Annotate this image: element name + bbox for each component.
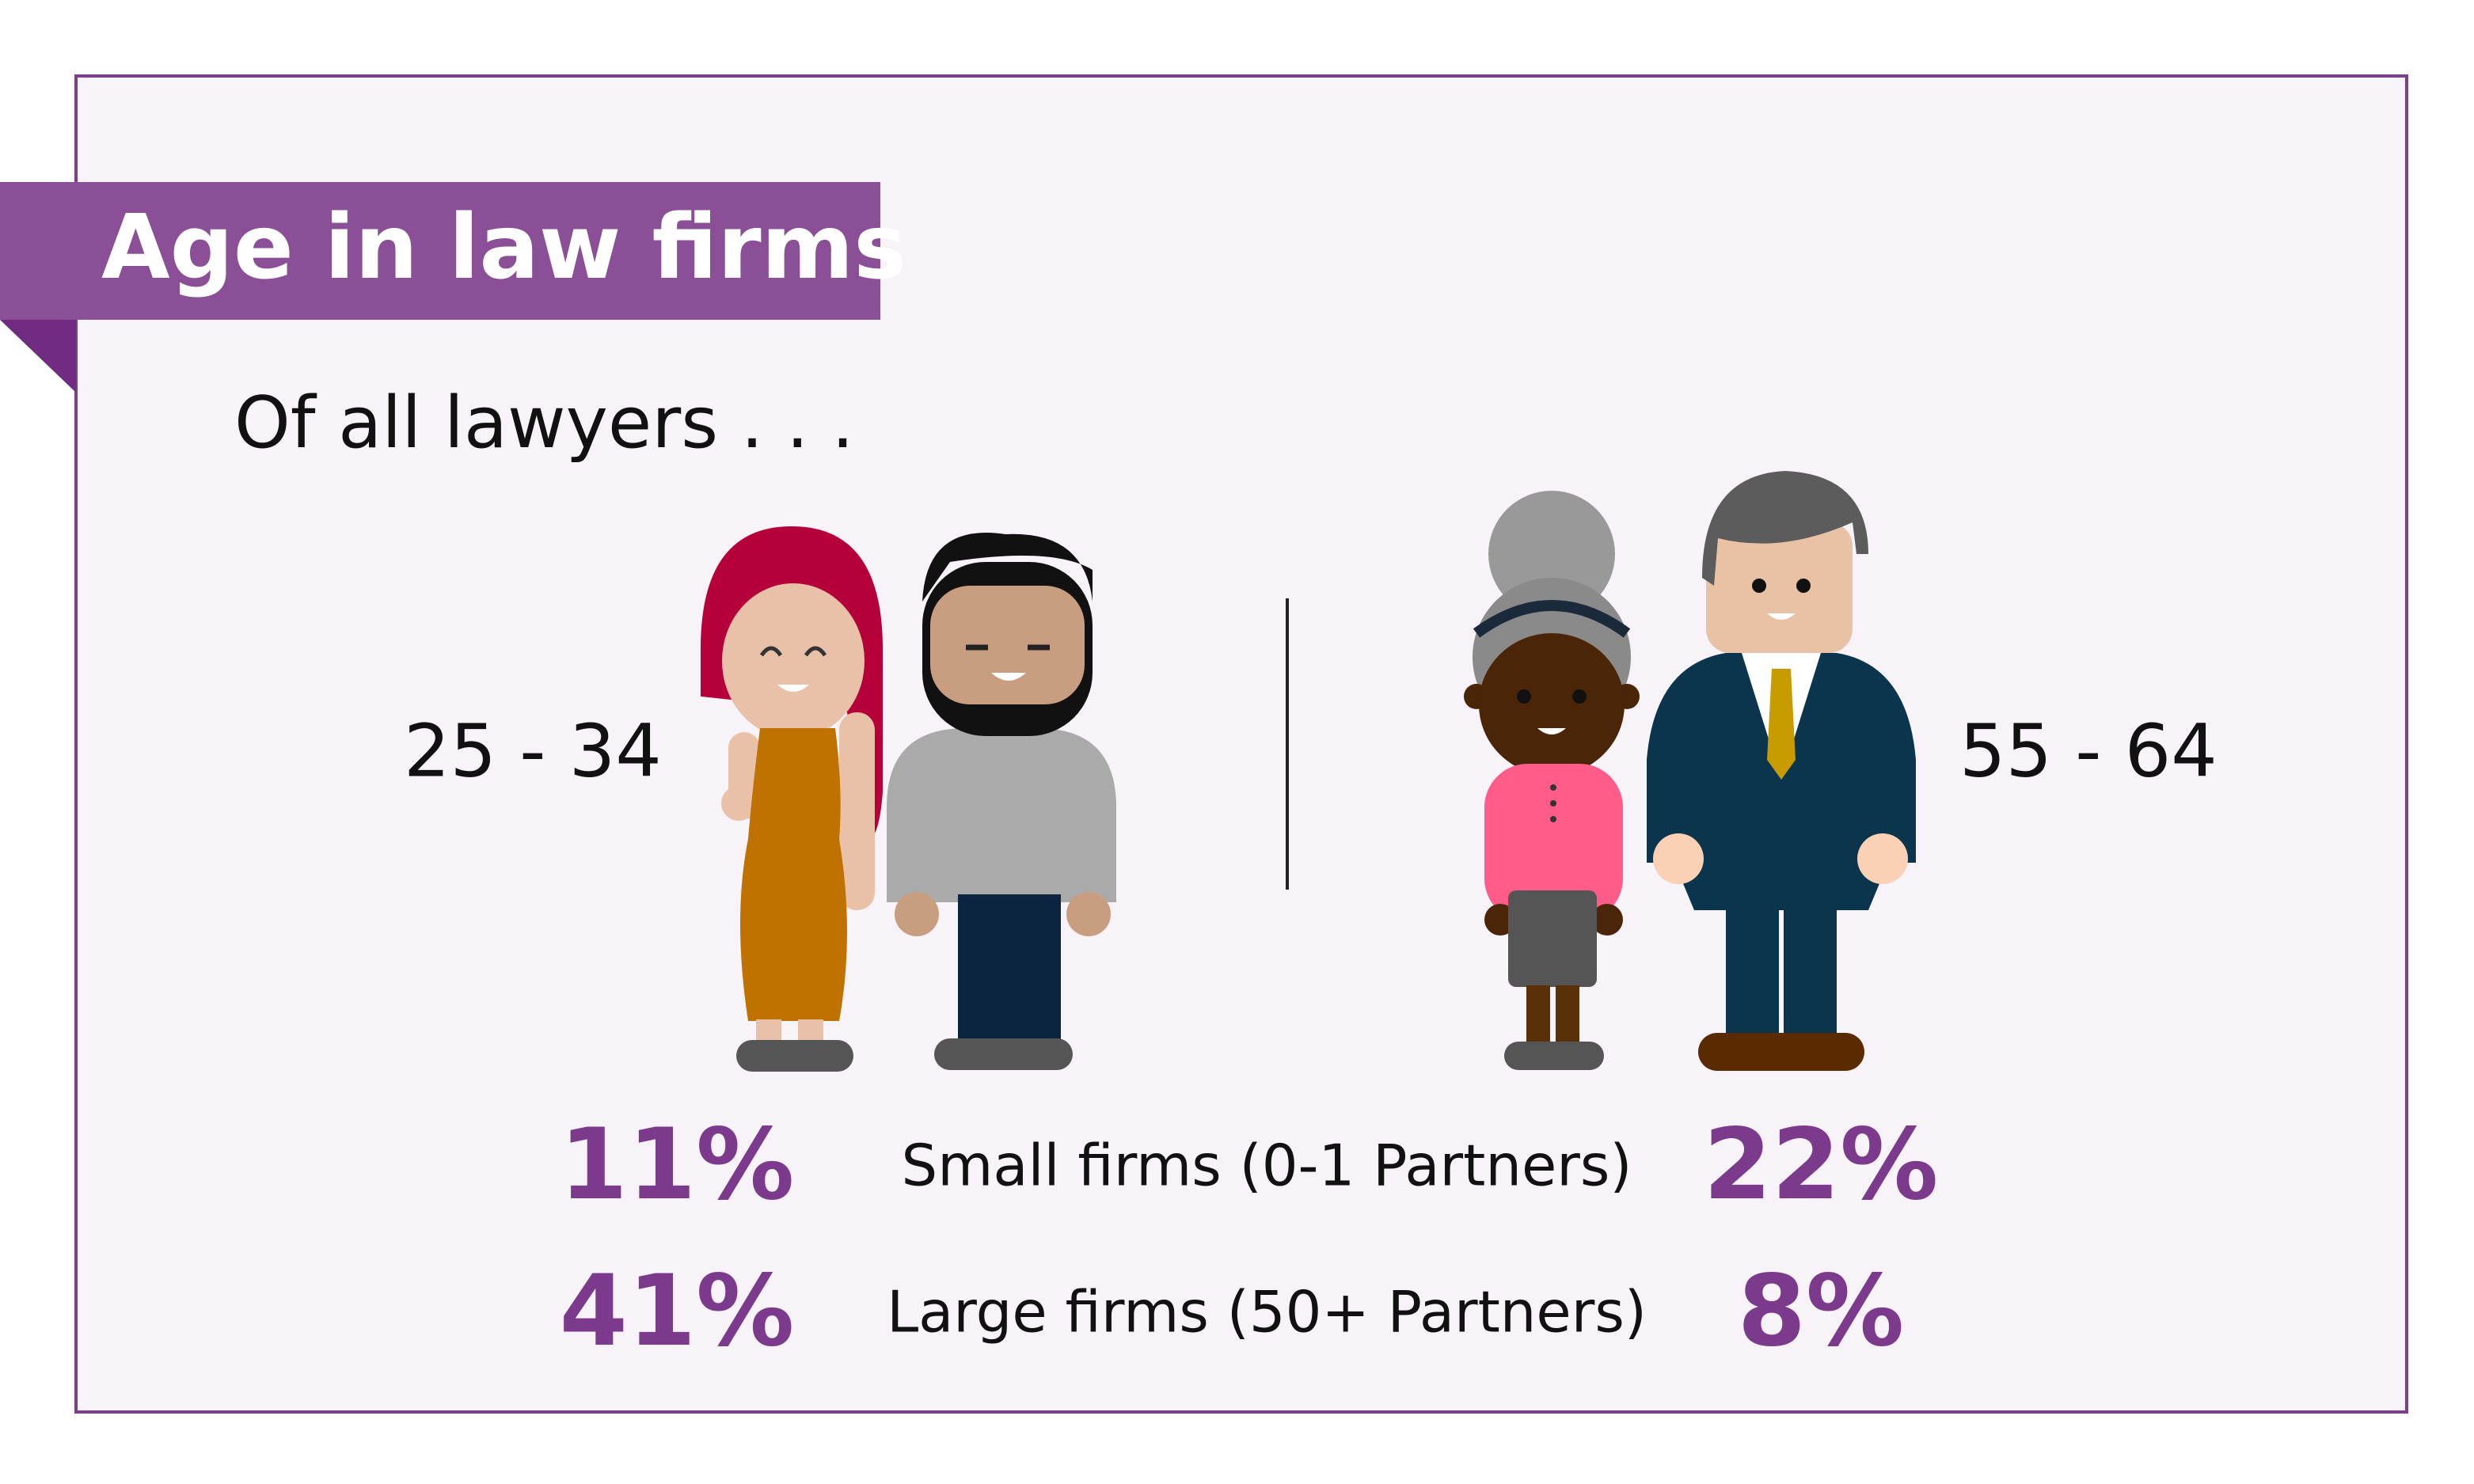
percentage: 41%	[560, 1254, 795, 1368]
smile	[1767, 613, 1796, 620]
dress	[740, 728, 847, 1021]
eye	[1752, 579, 1766, 593]
leg	[798, 1019, 823, 1043]
button	[1550, 816, 1556, 822]
top	[1484, 764, 1623, 922]
hand	[1653, 833, 1704, 884]
banner-fold	[0, 320, 76, 393]
face	[722, 583, 865, 738]
tie	[1767, 669, 1796, 780]
age-label: 55 - 64	[1959, 708, 2217, 793]
figure-young-man	[887, 533, 1116, 1070]
percentage: 11%	[560, 1108, 795, 1222]
pants	[958, 894, 1061, 1045]
fringe	[716, 566, 867, 633]
button	[1550, 800, 1556, 807]
hair	[1702, 471, 1868, 586]
subtitle: Of all lawyers . . .	[234, 381, 854, 465]
eyes	[759, 646, 827, 657]
row-label: Small firms (0-1 Partners)	[902, 1133, 1632, 1199]
skirt	[1508, 890, 1597, 987]
hand	[1066, 892, 1111, 936]
hand	[895, 892, 939, 936]
suit	[1647, 653, 1916, 910]
figure-young-woman	[701, 526, 883, 1072]
row-label: Large firms (50+ Partners)	[887, 1279, 1647, 1345]
leg	[1526, 985, 1550, 1045]
face	[930, 586, 1085, 704]
smile	[991, 673, 1026, 681]
face	[1706, 522, 1853, 653]
shoes	[934, 1038, 1073, 1070]
eye	[1517, 689, 1531, 704]
percentage: 22%	[1704, 1108, 1939, 1222]
title-banner	[0, 182, 880, 320]
shoes	[736, 1040, 853, 1072]
age-label: 25 - 34	[404, 708, 662, 793]
figure-older-man	[1647, 471, 1916, 1071]
shoes	[1504, 1042, 1604, 1070]
hand	[721, 786, 756, 821]
leg	[756, 1019, 781, 1043]
smile	[777, 685, 809, 692]
shoes	[1698, 1033, 1864, 1071]
button	[1550, 784, 1556, 791]
sweater	[887, 728, 1116, 902]
hair	[922, 533, 1093, 602]
hand	[1591, 904, 1623, 936]
figure-older-woman	[1464, 491, 1640, 1070]
percentage: 8%	[1738, 1254, 1905, 1368]
eye	[1572, 689, 1587, 704]
title: Age in law firms	[101, 196, 906, 299]
face	[1479, 633, 1625, 776]
eye	[1796, 579, 1811, 593]
headband	[1473, 600, 1631, 638]
arm	[839, 712, 875, 910]
leg	[1556, 985, 1579, 1045]
hand	[1857, 833, 1908, 884]
smile	[1537, 728, 1566, 734]
